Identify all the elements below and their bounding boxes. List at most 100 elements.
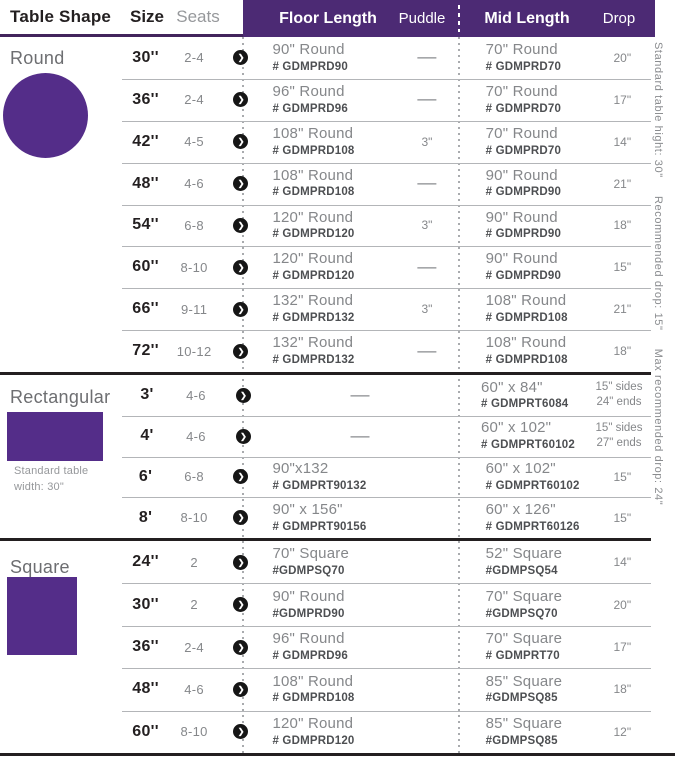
section-round: Round 30'' 2-4 ❯ 90" Round # GDMPRD90—70" Rou…	[0, 37, 651, 372]
row-left-spacer	[0, 163, 121, 205]
floor-length-cell: 96" Round # GDMPRD96	[263, 626, 395, 668]
chevron-right-circle-icon: ❯	[233, 217, 249, 233]
size-value: 48''	[132, 680, 159, 698]
row-left-spacer	[0, 288, 121, 330]
table-row: 30'' 2-4 ❯ 90" Round # GDMPRD90—70" Round # G…	[0, 37, 651, 79]
drop-value: 18"	[613, 218, 632, 233]
mid-part-number: # GDMPRD108	[485, 353, 568, 366]
floor-part-number: # GDMPRD108	[272, 692, 355, 705]
dash-glyph: —	[417, 340, 437, 362]
puddle-cell: 3"	[395, 205, 458, 247]
floor-length-cell: 90" x 156" # GDMPRT90156	[263, 497, 395, 538]
puddle-value: 3"	[421, 302, 433, 317]
column-dotted-divider-right	[458, 37, 460, 753]
mid-length-value: 108" Round	[485, 292, 567, 310]
floor-length-value: 96" Round	[272, 630, 345, 648]
drop-cell: 15"	[594, 246, 651, 288]
drop-value: 20"	[613, 50, 632, 65]
floor-length-value: 90"x132	[272, 460, 329, 478]
chevron-right-circle-icon: ❯	[233, 597, 249, 613]
table-row: 72'' 10-12 ❯ 132" Round # GDMPRD132 — 108" Rou…	[0, 330, 651, 372]
col-header-size: Size	[129, 7, 165, 26]
arrow-cell: ❯	[218, 541, 264, 583]
drop-value: 17"	[613, 92, 632, 107]
row-left-spacer	[0, 375, 122, 416]
table-row: 60'' 8-10 ❯ 120" Round # GDMPRD120 85" Square…	[0, 710, 651, 753]
drop-cell: 20"	[594, 37, 651, 79]
chevron-right-circle-icon: ❯	[233, 301, 249, 317]
floor-length-value: 90" Round	[272, 41, 345, 59]
chevron-right-circle-icon: ❯	[235, 387, 251, 403]
table-row: 24'' 2 ❯ 70" Square #GDMPSQ70 52" Square #GDMP…	[0, 541, 651, 583]
mid-length-value: 70" Square	[485, 587, 563, 605]
drop-cell: 20"	[594, 583, 651, 625]
floor-length-cell: 120" Round # GDMPRD120	[263, 246, 395, 288]
section-square: Square 24'' 2 ❯ 70" Square #GDMPSQ70 52" Squar…	[0, 538, 651, 753]
size-value: 4'	[140, 427, 154, 445]
mid-length-value: 70" Round	[485, 82, 558, 100]
row-left-spacer	[0, 205, 121, 247]
mid-length-cell: 60" x 102" # GDMPRT60102	[465, 457, 594, 498]
mid-part-number: # GDMPRT60102	[481, 439, 575, 452]
arrow-cell: ❯	[218, 37, 264, 79]
chevron-right-circle-icon: ❯	[233, 639, 249, 655]
seats-value: 2-4	[184, 92, 204, 108]
drop-cell: 17"	[594, 626, 651, 668]
mid-length-cell: 70" Round # GDMPRD70	[465, 79, 594, 121]
chevron-right-circle-icon: ❯	[235, 428, 251, 444]
floor-length-value: 120" Round	[272, 250, 354, 268]
mid-length-value: 90" Round	[485, 166, 558, 184]
mid-part-number: #GDMPSQ85	[485, 692, 558, 705]
mid-length-value: 108" Round	[485, 334, 567, 352]
puddle-cell: 3"	[395, 288, 458, 330]
seats-value: 2-4	[184, 639, 204, 655]
mid-length-cell: 52" Square #GDMPSQ54	[465, 541, 594, 583]
table-row: 30'' 2 ❯ 90" Round #GDMPRD90 70" Square #GDMPS…	[0, 583, 651, 625]
arrow-cell: ❯	[220, 416, 266, 457]
mid-part-number: # GDMPRD70	[485, 60, 562, 73]
mid-length-value: 60" x 102"	[485, 460, 556, 478]
col-header-puddle: Puddle	[398, 10, 446, 27]
size-value: 36''	[132, 90, 159, 108]
floor-length-value: 70" Square	[272, 545, 349, 563]
floor-part-number: # GDMPRD132	[272, 353, 355, 366]
arrow-cell: ❯	[218, 121, 264, 163]
size-value: 3'	[140, 386, 154, 404]
floor-length-cell: 90" Round #GDMPRD90	[263, 583, 395, 625]
table-row: 3' 4-6 ❯ — 60" x 84" # GDMPRT6084 15" sides 24"…	[0, 375, 651, 416]
seats-value: 4-6	[184, 176, 204, 192]
mid-length-value: 85" Square	[485, 672, 563, 690]
arrow-cell: ❯	[218, 711, 264, 753]
size-value: 6'	[138, 467, 153, 485]
puddle-cell	[395, 497, 458, 538]
mid-length-value: 70" Round	[485, 41, 558, 59]
drop-value: 12"	[613, 724, 632, 739]
floor-length-value: 132" Round	[272, 334, 354, 352]
chart-header: Table Shape Size Seats Floor Length Pudd…	[0, 0, 679, 37]
side-note-vertical-text: Standard table hight: 30" Recommended dr…	[652, 42, 664, 506]
size-value: 48''	[132, 174, 159, 192]
col-header-floor-length: Floor Length	[279, 9, 377, 27]
section-label: Rectangular	[10, 387, 111, 407]
floor-part-number: # GDMPRD132	[272, 312, 355, 325]
mid-length-cell: 70" Round # GDMPRD70	[465, 37, 594, 79]
table-row: 48'' 4-6 ❯ 108" Round # GDMPRD108 — 90" Round #…	[0, 162, 651, 205]
puddle-cell	[395, 457, 458, 498]
floor-length-cell: 132" Round # GDMPRD132	[263, 288, 395, 330]
mid-part-number: # GDMPRD90	[485, 186, 562, 199]
puddle-cell: —	[395, 37, 458, 79]
drop-cell: 15" sides 27" ends	[590, 416, 648, 457]
seats-value: 2	[190, 554, 198, 570]
drop-value-line1: 15" sides	[595, 422, 643, 435]
drop-cell: 21"	[594, 288, 651, 330]
floor-length-value: 108" Round	[272, 124, 354, 142]
chevron-right-circle-icon: ❯	[233, 681, 249, 697]
row-left-spacer	[0, 416, 122, 457]
floor-part-number: #GDMPRD90	[272, 607, 345, 620]
col-header-seats: Seats	[176, 7, 220, 26]
floor-part-number: # GDMPRD120	[272, 734, 355, 747]
table-row: 6' 6-8 ❯ 90"x132 # GDMPRT90132 60" x 102" # GD…	[0, 456, 651, 498]
size-value: 54''	[132, 216, 159, 234]
arrow-cell: ❯	[218, 457, 264, 498]
dash-glyph: —	[417, 89, 437, 111]
